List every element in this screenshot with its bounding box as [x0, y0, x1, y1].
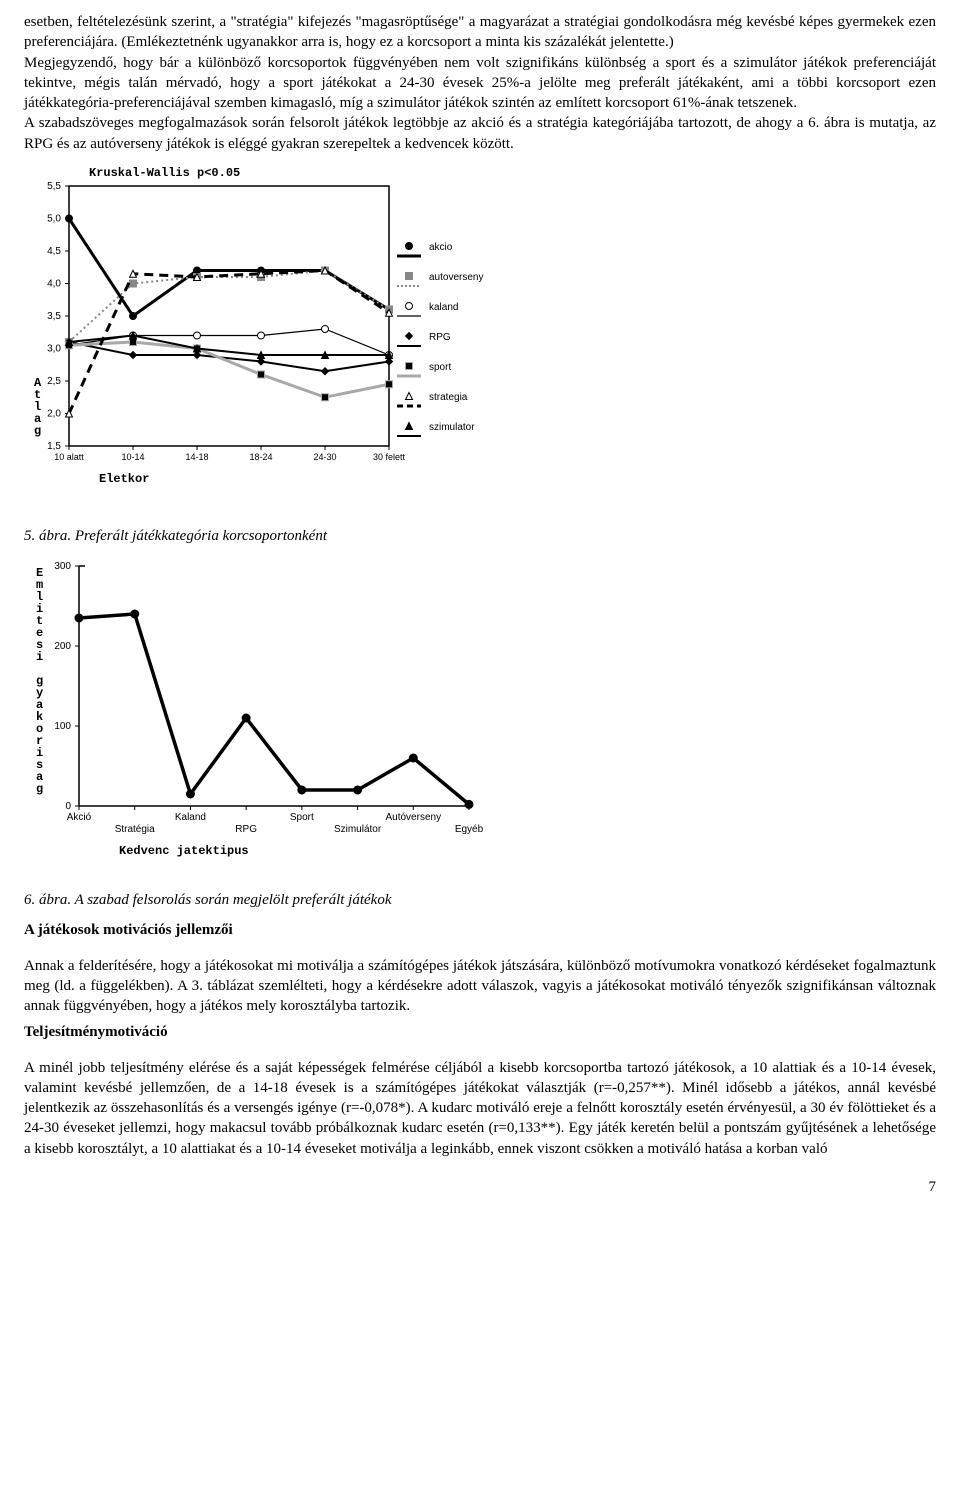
svg-text:Stratégia: Stratégia	[115, 824, 155, 835]
svg-text:24-30: 24-30	[313, 452, 336, 462]
svg-text:30 felett: 30 felett	[373, 452, 406, 462]
svg-text:2,0: 2,0	[47, 408, 61, 419]
caption-2: 6. ábra. A szabad felsorolás során megje…	[24, 890, 936, 910]
chart-2: 0 100 200 300 Akció Stratégia Kaland RPG Sport Sz…	[24, 556, 534, 886]
svg-text:sport: sport	[429, 362, 451, 373]
svg-text:300: 300	[54, 561, 71, 572]
paragraph-3: A szabadszöveges megfogalmazások során f…	[24, 113, 936, 154]
svg-text:Kedvenc jatektipus: Kedvenc jatektipus	[119, 844, 249, 858]
svg-text:Kaland: Kaland	[175, 812, 206, 823]
paragraph-5: A minél jobb teljesítmény elérése és a s…	[24, 1058, 936, 1159]
svg-text:4,5: 4,5	[47, 246, 61, 257]
page-number: 7	[24, 1177, 936, 1197]
caption-1: 5. ábra. Preferált játékkategória korcso…	[24, 526, 936, 546]
chart-1: Kruskal-Wallis p<0.05 1,5 2,0 2,5 3,0 3,5 4,0 4…	[24, 162, 614, 522]
svg-text:RPG: RPG	[235, 824, 257, 835]
svg-text:200: 200	[54, 641, 71, 652]
paragraph-2: Megjegyzendő, hogy bár a különböző korcs…	[24, 53, 936, 114]
svg-text:RPG: RPG	[429, 332, 451, 343]
svg-text:100: 100	[54, 721, 71, 732]
paragraph-1: esetben, feltételezésünk szerint, a "str…	[24, 12, 936, 53]
svg-text:akcio: akcio	[429, 242, 453, 253]
svg-text:Sport: Sport	[290, 812, 314, 823]
svg-text:3,0: 3,0	[47, 343, 61, 354]
section-title-2: Teljesítménymotiváció	[24, 1022, 936, 1042]
svg-text:i: i	[36, 650, 43, 664]
svg-text:3,5: 3,5	[47, 311, 61, 322]
svg-text:kaland: kaland	[429, 302, 458, 313]
svg-text:10 alatt: 10 alatt	[54, 452, 84, 462]
svg-text:g: g	[34, 424, 41, 438]
svg-text:Autóverseny: Autóverseny	[385, 812, 441, 823]
section-title-1: A játékosok motivációs jellemzői	[24, 920, 936, 940]
svg-text:autoverseny: autoverseny	[429, 272, 483, 283]
svg-text:Eletkor: Eletkor	[99, 472, 149, 486]
svg-text:10-14: 10-14	[121, 452, 144, 462]
svg-text:Egyéb: Egyéb	[455, 824, 484, 835]
svg-text:Kruskal-Wallis p<0.05: Kruskal-Wallis p<0.05	[89, 166, 240, 180]
svg-text:5,0: 5,0	[47, 213, 61, 224]
paragraph-4: Annak a felderítésére, hogy a játékosoka…	[24, 956, 936, 1017]
svg-text:18-24: 18-24	[249, 452, 272, 462]
svg-text:14-18: 14-18	[185, 452, 208, 462]
svg-text:g: g	[36, 782, 43, 796]
svg-text:0: 0	[65, 801, 71, 812]
chart-1-wrapper: Kruskal-Wallis p<0.05 1,5 2,0 2,5 3,0 3,5 4,0 4…	[24, 162, 936, 522]
svg-text:5,5: 5,5	[47, 181, 61, 192]
svg-text:2,5: 2,5	[47, 376, 61, 387]
svg-text:strategia: strategia	[429, 392, 468, 403]
svg-text:Akció: Akció	[67, 812, 92, 823]
svg-text:szimulator: szimulator	[429, 422, 475, 433]
svg-text:4,0: 4,0	[47, 278, 61, 289]
svg-text:Szimulátor: Szimulátor	[334, 824, 382, 835]
chart-2-wrapper: 0 100 200 300 Akció Stratégia Kaland RPG Sport Sz…	[24, 556, 936, 886]
svg-text:1,5: 1,5	[47, 441, 61, 452]
